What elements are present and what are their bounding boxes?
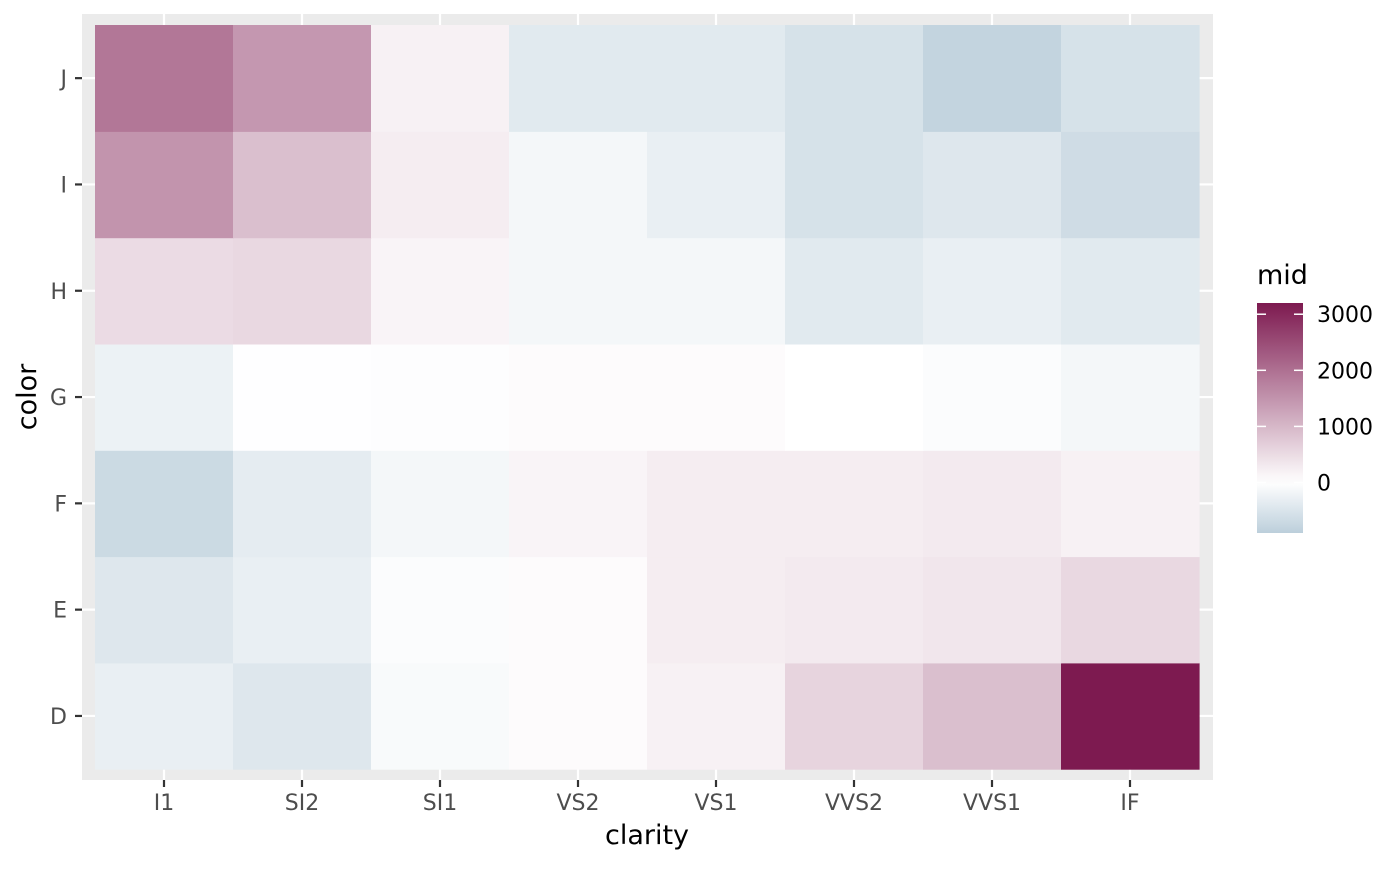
legend-tick-label: 1000 [1317, 415, 1373, 440]
heatmap-cell [647, 25, 786, 132]
x-tick-label: IF [1120, 791, 1139, 816]
heatmap-cell [371, 25, 510, 132]
y-tick-label: I [61, 173, 68, 198]
heatmap-cell [95, 25, 234, 132]
heatmap-cell [1061, 343, 1200, 451]
x-tick-label: SI1 [423, 791, 457, 816]
legend-tick-label: 0 [1317, 472, 1331, 497]
heatmap-cell [371, 556, 510, 664]
heatmap-cell [233, 237, 372, 345]
heatmap-cell [509, 25, 648, 132]
heatmap-cell [95, 662, 234, 770]
y-tick-label: G [50, 386, 67, 411]
heatmap-cell [509, 343, 648, 451]
heatmap-cell [371, 237, 510, 345]
heatmap-cell [233, 450, 372, 558]
heatmap-cell [647, 131, 786, 239]
legend-colorbar [1257, 303, 1303, 533]
heatmap-cell [233, 343, 372, 451]
legend-tick-label: 3000 [1317, 303, 1373, 328]
heatmap-cell [785, 556, 924, 664]
heatmap-cell [95, 556, 234, 664]
heatmap-cell [1061, 556, 1200, 664]
heatmap-cell [509, 450, 648, 558]
x-tick-label: VS1 [694, 791, 737, 816]
x-axis-title: clarity [605, 820, 689, 851]
heatmap-cell [233, 25, 372, 132]
heatmap-cell [923, 25, 1062, 132]
heatmap-cell [923, 450, 1062, 558]
heatmap-cell [95, 237, 234, 345]
heatmap-cell [371, 131, 510, 239]
heatmap-cell [233, 556, 372, 664]
heatmap-cell [509, 556, 648, 664]
heatmap-cell [647, 556, 786, 664]
heatmap-cell [95, 131, 234, 239]
heatmap-cell [785, 237, 924, 345]
heatmap-cell [923, 131, 1062, 239]
y-tick-label: E [53, 599, 67, 624]
heatmap-cell [923, 343, 1062, 451]
heatmap-cell [95, 450, 234, 558]
heatmap-cell [371, 343, 510, 451]
x-tick-label: VVS2 [825, 791, 883, 816]
heatmap-cells [95, 25, 1200, 770]
heatmap-cell [509, 131, 648, 239]
heatmap-cell [233, 131, 372, 239]
legend-title: mid [1257, 260, 1308, 291]
heatmap-cell [1061, 662, 1200, 770]
heatmap-cell [509, 662, 648, 770]
x-tick-label: SI2 [285, 791, 319, 816]
heatmap-cell [647, 343, 786, 451]
heatmap-cell [1061, 450, 1200, 558]
heatmap-cell [95, 343, 234, 451]
heatmap-cell [785, 25, 924, 132]
heatmap-cell [233, 662, 372, 770]
legend-tick-label: 2000 [1317, 359, 1373, 384]
heatmap-cell [647, 237, 786, 345]
heatmap-cell [371, 450, 510, 558]
x-tick-label: VVS1 [963, 791, 1021, 816]
legend-ticks: 0 1000 2000 3000 [1257, 303, 1373, 497]
heatmap-cell [785, 450, 924, 558]
heatmap-cell [509, 237, 648, 345]
y-axis: D E F G H I J [50, 67, 82, 730]
heatmap-cell [785, 131, 924, 239]
heatmap-cell [923, 662, 1062, 770]
y-tick-label: J [59, 67, 68, 92]
y-tick-label: H [50, 280, 67, 305]
y-tick-label: F [54, 492, 67, 517]
heatmap-cell [785, 343, 924, 451]
y-axis-title: color [12, 363, 43, 430]
heatmap-cell [647, 450, 786, 558]
heatmap-cell [1061, 25, 1200, 132]
x-tick-label: I1 [154, 791, 175, 816]
heatmap-cell [371, 662, 510, 770]
heatmap-cell [647, 662, 786, 770]
heatmap-cell [785, 662, 924, 770]
x-tick-label: VS2 [556, 791, 599, 816]
x-axis: I1 SI2 SI1 VS2 VS1 VVS2 VVS1 IF [154, 780, 1140, 816]
heatmap-cell [1061, 237, 1200, 345]
y-tick-label: D [50, 705, 67, 730]
legend: mid 0 1000 2000 3000 [1257, 260, 1373, 533]
heatmap-cell [1061, 131, 1200, 239]
heatmap-cell [923, 556, 1062, 664]
heatmap-cell [923, 237, 1062, 345]
